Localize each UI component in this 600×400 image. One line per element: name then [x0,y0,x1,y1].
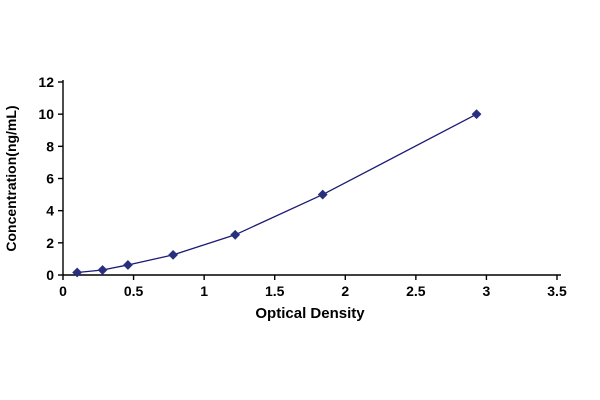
data-point-marker [123,260,133,270]
data-point-marker [97,265,108,275]
y-axis-tick-label: 8 [46,138,54,154]
y-axis-tick-label: 2 [46,235,54,251]
data-point-marker [471,109,482,120]
y-axis-title: Concentration(ng/mL) [3,105,19,251]
data-point-marker [72,267,83,278]
data-point-marker [230,229,241,240]
x-axis-tick-label: 1.5 [265,283,285,299]
x-axis-tick-label: 0 [59,283,67,299]
data-point-marker [317,189,328,200]
standard-curve-line [77,113,477,274]
x-axis-tick-label: 3 [483,283,491,299]
y-axis-tick-label: 4 [46,203,54,219]
x-axis-tick-label: 2.5 [406,283,426,299]
x-axis-tick-label: 3.5 [547,283,567,299]
x-axis-title: Optical Density [255,305,365,322]
x-axis-tick-label: 2 [341,283,349,299]
y-axis-tick-label: 6 [46,171,54,187]
x-axis-tick-label: 0.5 [124,283,144,299]
y-axis-tick-label: 0 [46,267,54,283]
data-point-marker [168,249,178,260]
y-axis-tick-label: 12 [38,74,54,90]
y-axis-tick-label: 10 [38,106,54,122]
x-axis-tick-label: 1 [200,283,208,299]
